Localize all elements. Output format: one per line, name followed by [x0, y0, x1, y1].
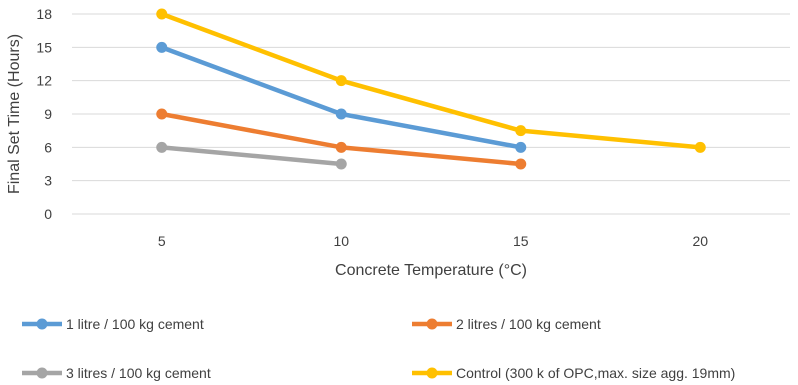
- data-point: [694, 141, 706, 153]
- legend-swatch-marker: [36, 367, 48, 379]
- legend-swatch-marker: [36, 318, 48, 330]
- data-point: [156, 141, 168, 153]
- legend-label: Control (300 k of OPC,max. size agg. 19m…: [456, 365, 735, 381]
- y-tick-label: 9: [44, 106, 52, 122]
- x-tick-label: 20: [692, 233, 708, 249]
- series-line: [159, 145, 344, 167]
- data-point: [515, 141, 527, 153]
- y-tick-labels: 0 3 6 9 12 15 18: [36, 6, 52, 222]
- series-line: [159, 45, 523, 150]
- legend-label: 1 litre / 100 kg cement: [66, 316, 204, 332]
- data-point: [156, 41, 168, 53]
- legend: 1 litre / 100 kg cement 2 litres / 100 kg…: [22, 316, 735, 381]
- legend-label: 2 litres / 100 kg cement: [456, 316, 601, 332]
- x-axis-title: Concrete Temperature (°C): [335, 262, 527, 279]
- x-tick-labels: 5 10 15 20: [158, 233, 708, 249]
- y-tick-label: 15: [36, 39, 52, 55]
- y-tick-label: 6: [44, 139, 52, 155]
- legend-label: 3 litres / 100 kg cement: [66, 365, 211, 381]
- y-tick-label: 12: [36, 73, 52, 89]
- x-tick-label: 5: [158, 233, 166, 249]
- data-point: [335, 75, 347, 87]
- y-axis-title: Final Set Time (Hours): [6, 34, 23, 194]
- legend-swatch-marker: [426, 318, 438, 330]
- data-point: [515, 125, 527, 137]
- legend-swatch-marker: [426, 367, 438, 379]
- gridlines: [72, 13, 790, 215]
- x-tick-label: 10: [333, 233, 349, 249]
- y-tick-label: 3: [44, 173, 52, 189]
- data-point: [156, 8, 168, 20]
- legend-item: 3 litres / 100 kg cement: [22, 365, 211, 381]
- legend-item: 1 litre / 100 kg cement: [22, 316, 204, 332]
- y-tick-label: 0: [44, 206, 52, 222]
- data-point: [156, 108, 168, 120]
- data-point: [335, 141, 347, 153]
- data-point: [515, 158, 527, 170]
- y-tick-label: 18: [36, 6, 52, 22]
- legend-item: 2 litres / 100 kg cement: [412, 316, 601, 332]
- series-lines: [156, 8, 706, 170]
- legend-item: Control (300 k of OPC,max. size agg. 19m…: [412, 365, 735, 381]
- x-tick-label: 15: [513, 233, 529, 249]
- series-line: [159, 11, 703, 150]
- data-point: [335, 158, 347, 170]
- data-point: [335, 108, 347, 120]
